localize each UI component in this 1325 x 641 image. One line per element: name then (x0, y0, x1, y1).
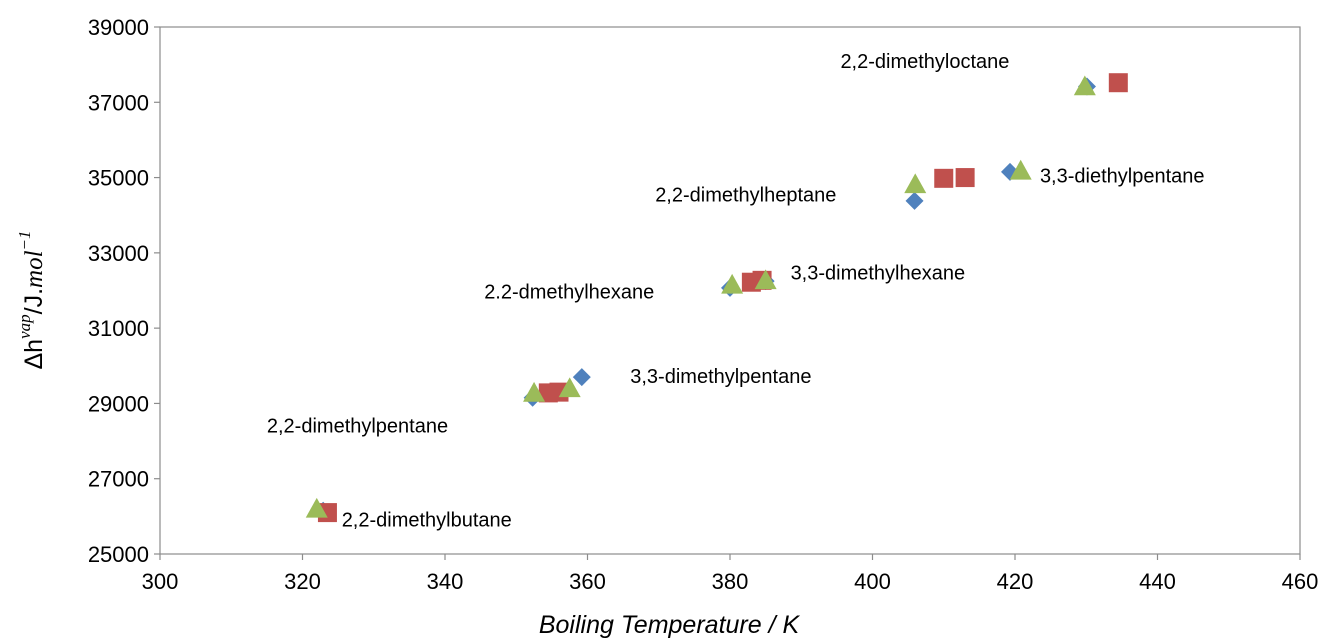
y-tick-label: 37000 (88, 90, 149, 115)
annotation-label: 2,2-dimethylbutane (342, 509, 512, 531)
y-axis-title-prefix: Δh (20, 339, 48, 370)
y-tick-label: 33000 (88, 241, 149, 266)
y-axis-title-unit: mol (21, 250, 48, 288)
x-tick-label: 360 (569, 569, 606, 594)
annotation-label: 3,3-diethylpentane (1040, 166, 1205, 188)
triangle-marker (1073, 75, 1096, 96)
y-tick-label: 35000 (88, 166, 149, 191)
x-tick-label: 380 (712, 569, 749, 594)
square-marker (1108, 73, 1128, 93)
y-tick-label: 25000 (88, 542, 149, 567)
triangle-marker (1009, 159, 1032, 180)
square-marker (934, 168, 954, 188)
annotation-label: 3,3-dimethylpentane (630, 366, 811, 388)
triangle-marker (523, 381, 546, 402)
triangle-marker (721, 273, 744, 294)
annotation-label: 2,2-dimethyloctane (840, 51, 1009, 73)
x-axis-title: Boiling Temperature / K (539, 611, 801, 639)
y-axis-title-superscript: vap (15, 314, 34, 339)
y-axis-title: Δhvap/J.mol−1 (15, 230, 48, 369)
x-tick-label: 440 (1139, 569, 1176, 594)
diamond-marker (905, 191, 924, 210)
triangle-marker (305, 497, 328, 518)
annotation-label: 2,2-dimethylheptane (655, 185, 836, 207)
y-tick-label: 39000 (88, 15, 149, 40)
x-tick-label: 320 (284, 569, 321, 594)
annotation-label: 2.2-dmethylhexane (484, 281, 654, 303)
x-tick-label: 460 (1282, 569, 1319, 594)
x-tick-label: 420 (997, 569, 1034, 594)
y-tick-label: 29000 (88, 391, 149, 416)
y-tick-label: 31000 (88, 316, 149, 341)
annotation-label: 3,3-dimethylhexane (791, 262, 966, 284)
y-axis-title-unit-superscript: −1 (15, 230, 34, 250)
x-tick-label: 400 (854, 569, 891, 594)
y-axis-title-middle: /J. (20, 288, 48, 314)
diamond-marker (572, 368, 591, 387)
triangle-marker (904, 173, 927, 194)
square-marker (955, 168, 975, 188)
annotation-label: 2,2-dimethylpentane (267, 415, 448, 437)
point-annotations: 2,2-dimethyloctane 3,3-diethylpentane 2,2-… (267, 51, 1205, 531)
data-markers (305, 73, 1128, 523)
y-tick-label: 27000 (88, 467, 149, 492)
triangle-marker (558, 377, 581, 398)
y-axis-ticks: 25000 27000 29000 31000 33000 35000 37000 39000 (88, 15, 160, 567)
x-tick-label: 300 (142, 569, 179, 594)
x-axis-ticks: 300 320 340 360 380 400 420 440 460 (142, 554, 1319, 594)
x-tick-label: 340 (427, 569, 464, 594)
triangle-marker (754, 269, 777, 290)
